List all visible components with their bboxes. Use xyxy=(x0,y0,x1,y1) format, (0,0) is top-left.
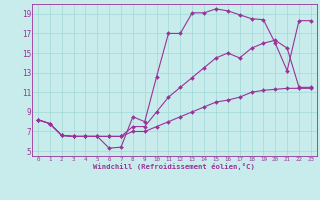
X-axis label: Windchill (Refroidissement éolien,°C): Windchill (Refroidissement éolien,°C) xyxy=(93,163,255,170)
